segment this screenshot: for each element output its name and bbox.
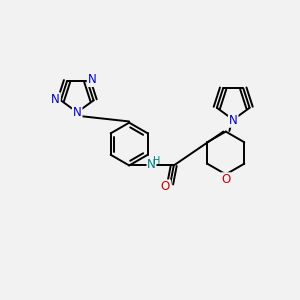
Text: N: N <box>147 158 156 171</box>
Text: O: O <box>221 173 230 186</box>
Text: O: O <box>161 180 170 194</box>
Text: N: N <box>88 73 96 86</box>
Text: N: N <box>229 114 238 127</box>
Text: H: H <box>153 156 160 166</box>
Text: N: N <box>73 106 82 119</box>
Text: N: N <box>51 93 60 106</box>
